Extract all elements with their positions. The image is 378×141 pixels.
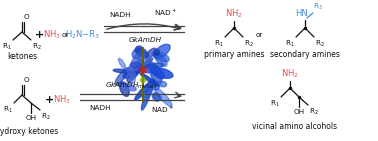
Ellipse shape (152, 93, 160, 101)
Ellipse shape (155, 88, 172, 107)
Text: +: + (36, 30, 45, 40)
Ellipse shape (152, 81, 160, 90)
Ellipse shape (113, 69, 129, 73)
Text: O: O (24, 77, 29, 83)
Ellipse shape (141, 84, 152, 110)
Ellipse shape (130, 62, 140, 68)
Text: R$_1$: R$_1$ (214, 39, 224, 49)
Ellipse shape (150, 69, 162, 83)
Ellipse shape (154, 44, 170, 58)
Ellipse shape (146, 82, 155, 99)
Ellipse shape (135, 46, 143, 54)
Ellipse shape (129, 49, 146, 71)
Ellipse shape (140, 67, 146, 73)
Ellipse shape (138, 59, 157, 70)
Text: ketones: ketones (7, 52, 37, 61)
Text: R$_2$: R$_2$ (309, 107, 319, 117)
Ellipse shape (115, 68, 129, 85)
Ellipse shape (140, 73, 159, 86)
Ellipse shape (155, 53, 167, 66)
Text: primary amines: primary amines (204, 50, 264, 59)
Text: HN: HN (296, 9, 308, 18)
Ellipse shape (126, 74, 135, 83)
Ellipse shape (118, 58, 125, 69)
Text: GkAmDH: GkAmDH (129, 37, 161, 43)
Text: NH$_2$: NH$_2$ (281, 68, 299, 80)
Ellipse shape (145, 48, 156, 59)
Ellipse shape (135, 80, 154, 100)
Text: R$_2$: R$_2$ (244, 39, 254, 49)
Ellipse shape (132, 48, 143, 59)
Text: NH$_2$: NH$_2$ (225, 7, 243, 20)
Text: R$_2$: R$_2$ (41, 112, 51, 122)
Text: OH: OH (25, 115, 37, 121)
Text: NAD$^+$: NAD$^+$ (151, 105, 174, 115)
Ellipse shape (122, 83, 136, 91)
Text: NH$_3$: NH$_3$ (53, 94, 71, 106)
Text: R$_2$: R$_2$ (315, 39, 325, 49)
Text: NADH: NADH (89, 105, 111, 111)
Ellipse shape (136, 58, 153, 74)
Text: or: or (255, 32, 263, 38)
Ellipse shape (119, 82, 129, 96)
Text: R$_1$: R$_1$ (285, 39, 295, 49)
Text: R$_1$: R$_1$ (270, 99, 280, 109)
Text: NAD$^+$: NAD$^+$ (153, 8, 177, 18)
Ellipse shape (153, 94, 162, 100)
Text: R$_1$: R$_1$ (2, 42, 12, 52)
Text: R$_2$: R$_2$ (32, 42, 42, 52)
Ellipse shape (142, 64, 158, 73)
Ellipse shape (153, 51, 169, 62)
Text: vicinal amino alcohols: vicinal amino alcohols (253, 122, 338, 131)
Text: H$_2$N$-$R$_3$: H$_2$N$-$R$_3$ (65, 29, 99, 41)
Ellipse shape (127, 64, 142, 82)
Text: NH$_3$: NH$_3$ (43, 29, 61, 41)
Ellipse shape (141, 78, 146, 82)
Ellipse shape (123, 71, 137, 78)
Text: secondary amines: secondary amines (270, 50, 340, 59)
Ellipse shape (127, 67, 135, 78)
Text: NADH: NADH (109, 12, 131, 18)
Ellipse shape (154, 49, 160, 55)
Ellipse shape (150, 68, 173, 78)
Ellipse shape (146, 63, 164, 68)
Ellipse shape (149, 64, 164, 79)
Text: O: O (24, 14, 29, 20)
Text: hydroxy ketones: hydroxy ketones (0, 127, 59, 136)
Ellipse shape (138, 50, 149, 58)
Text: OH: OH (293, 109, 305, 115)
Text: GkAmDH$_{\mathregular{mutant}}$: GkAmDH$_{\mathregular{mutant}}$ (105, 81, 159, 91)
Text: +: + (45, 95, 55, 105)
Text: R$_1$: R$_1$ (3, 105, 13, 115)
Text: or: or (61, 32, 69, 38)
Ellipse shape (160, 81, 167, 87)
Text: R$_3$: R$_3$ (313, 2, 323, 12)
